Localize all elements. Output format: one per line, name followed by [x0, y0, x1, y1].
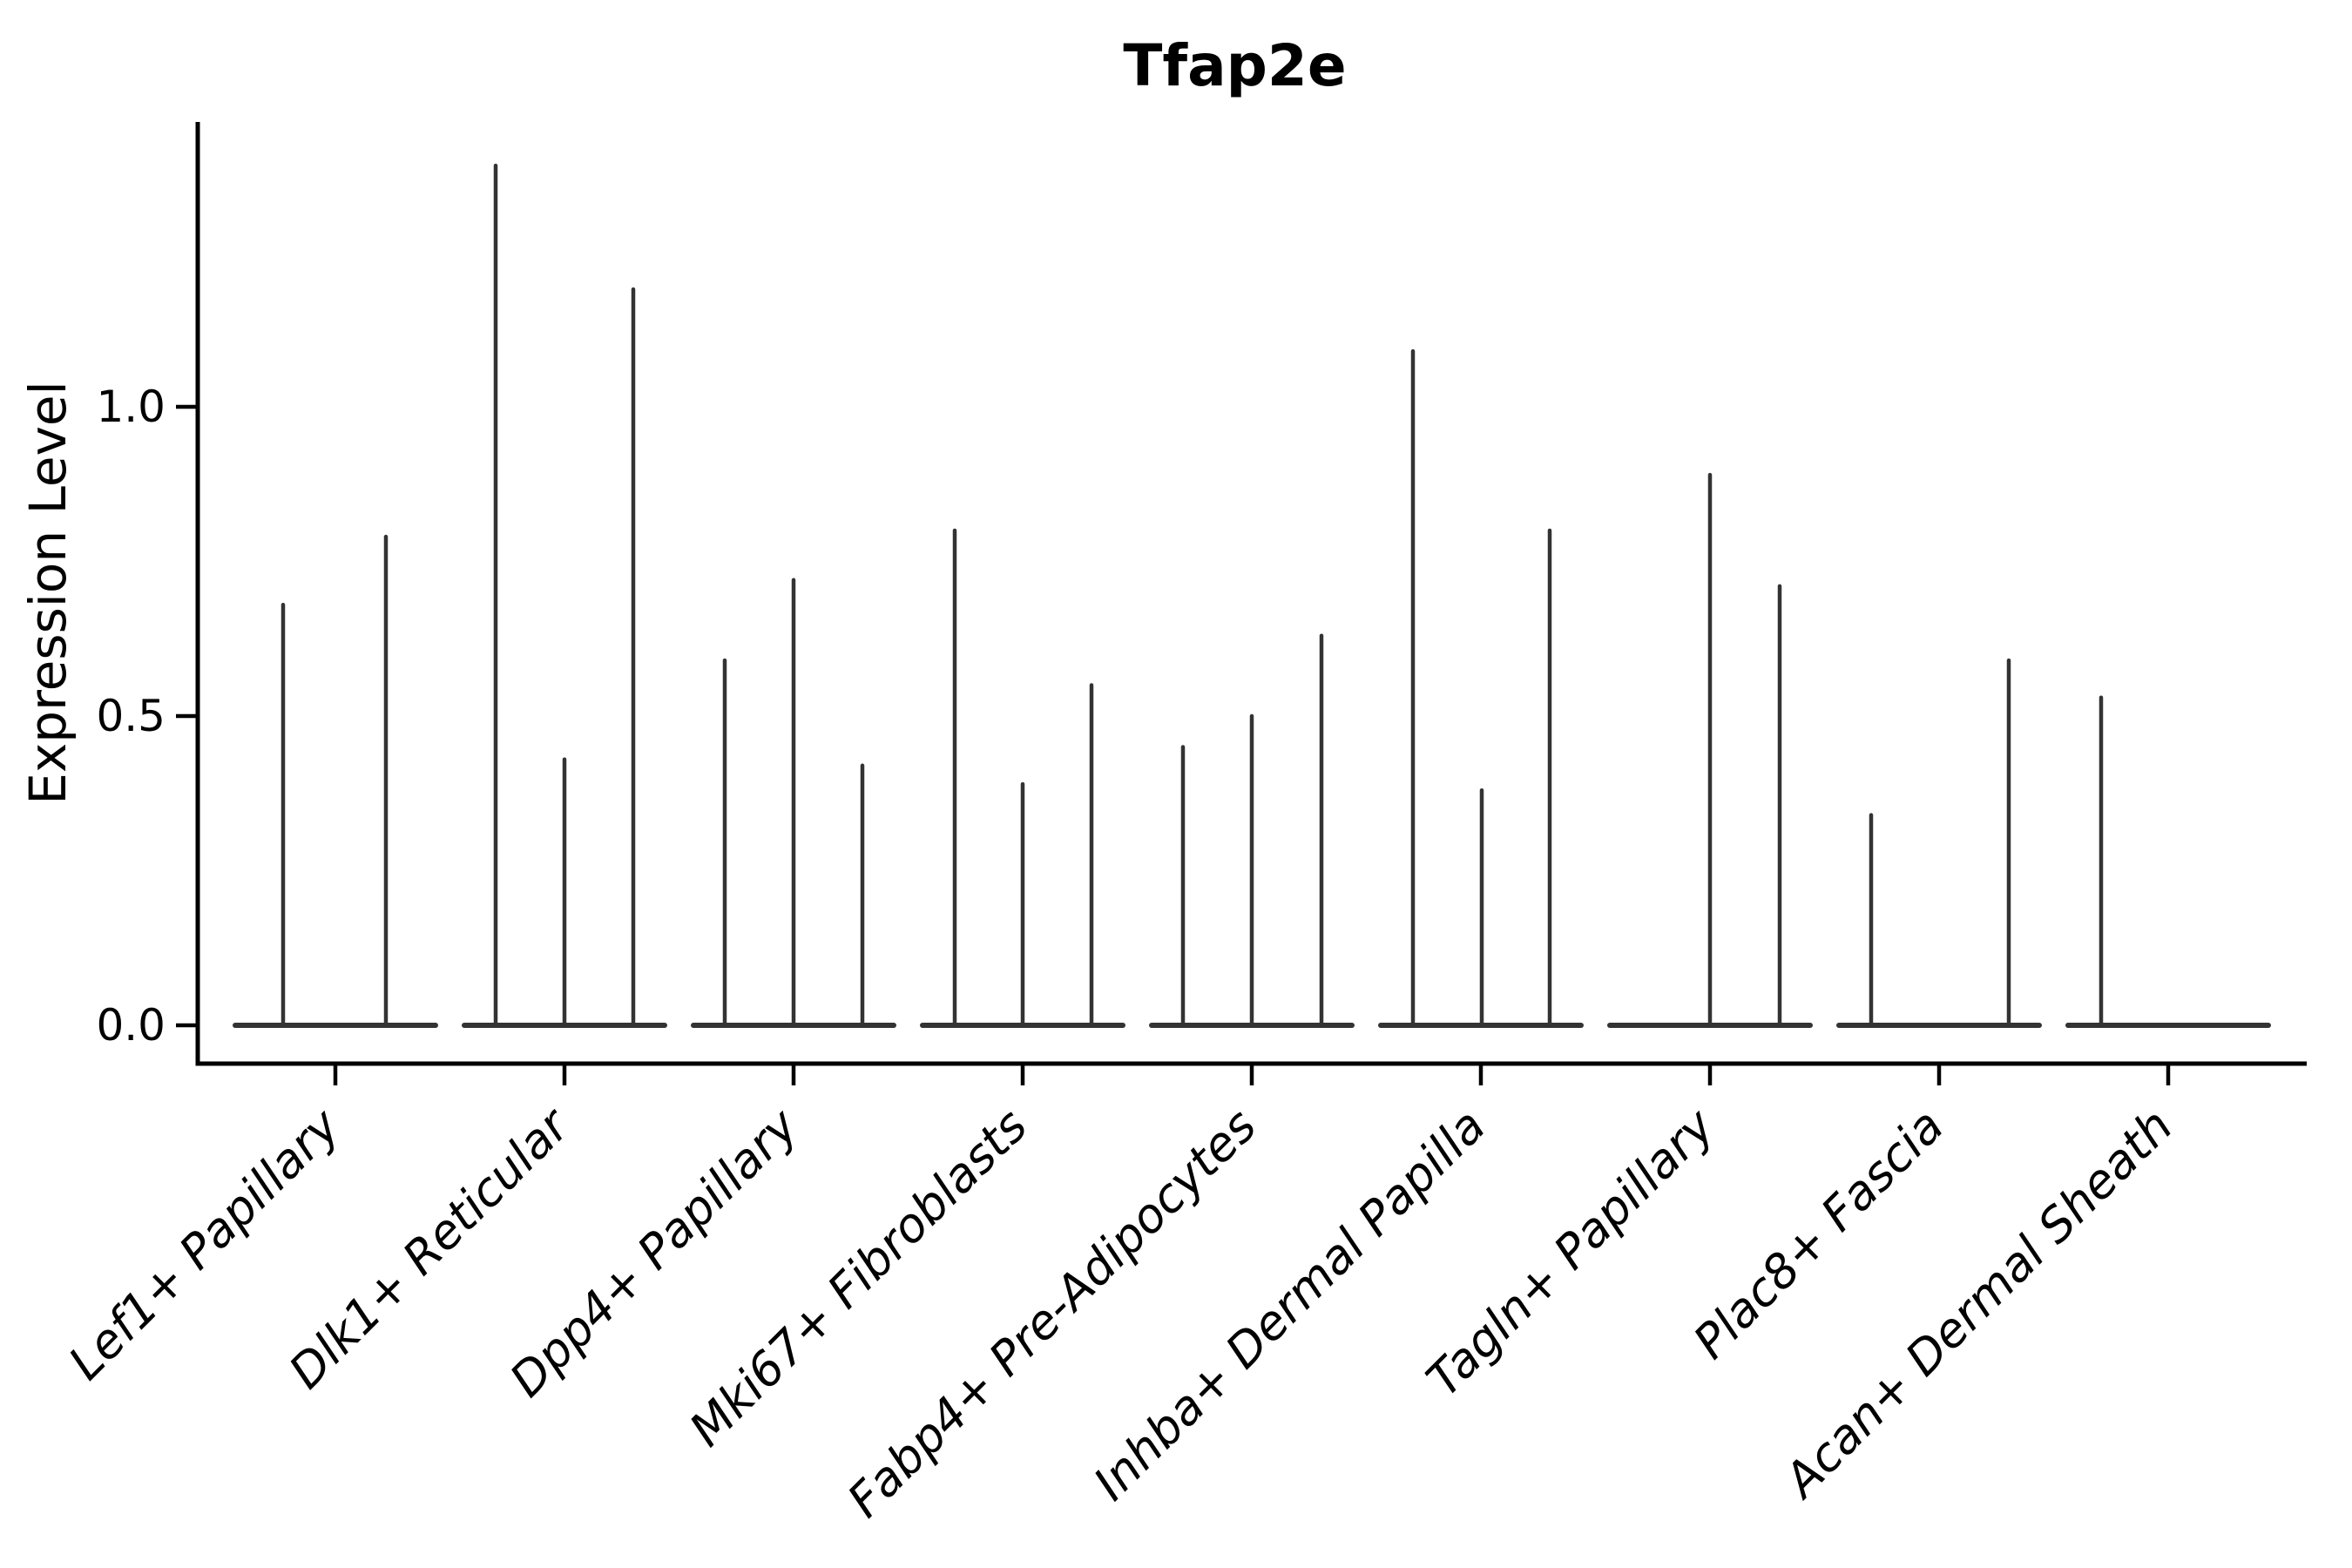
x-tick-label: Acan+ Dermal Sheath [1772, 1098, 2183, 1510]
y-axis-label: Expression Level [18, 381, 78, 804]
violin-baseline [2065, 1023, 2271, 1028]
y-tick-label: 1.0 [96, 382, 166, 432]
y-tick-label: 0.0 [96, 1000, 166, 1051]
violin-baseline [233, 1023, 438, 1028]
chart-title: Tfap2e [1123, 32, 1346, 99]
x-tick-label: Inhba+ Dermal Papilla [1083, 1098, 1496, 1511]
x-tick-label: Fabp4+ Pre-Adipocytes [837, 1098, 1267, 1528]
violin-baseline [1836, 1023, 2042, 1028]
y-tick-label: 0.5 [96, 691, 166, 741]
